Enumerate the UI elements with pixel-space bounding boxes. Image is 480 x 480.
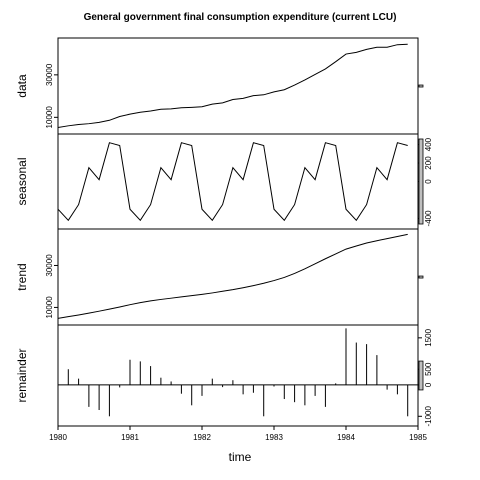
panel-trend: 10000 30000 trend bbox=[15, 228, 424, 326]
y-tick-label: 1500 bbox=[424, 328, 433, 346]
scale-bar bbox=[418, 84, 424, 88]
y-tick-label: 30000 bbox=[45, 254, 54, 277]
scale-bar bbox=[418, 360, 424, 391]
panels-group: 10000 30000 data -400 0 200 400 seasonal 10000 30… bbox=[15, 37, 433, 427]
panel-frame bbox=[57, 133, 419, 230]
x-tick-label: 1983 bbox=[265, 433, 283, 442]
y-tick-label: -400 bbox=[424, 210, 433, 227]
y-tick-label: -1000 bbox=[424, 406, 433, 427]
scale-bar bbox=[418, 138, 424, 225]
x-axis: 1980 1981 1982 1983 1984 1985 bbox=[49, 426, 427, 442]
x-tick-label: 1985 bbox=[409, 433, 427, 442]
y-tick-label: 0 bbox=[424, 382, 433, 387]
trend-series-line bbox=[57, 233, 408, 319]
x-axis-label: time bbox=[229, 450, 252, 464]
y-tick-label: 10000 bbox=[45, 106, 54, 129]
x-tick-label: 1982 bbox=[193, 433, 211, 442]
scale-bar bbox=[418, 275, 424, 279]
y-tick-label: 0 bbox=[424, 179, 433, 184]
panel-y-label: remainder bbox=[15, 348, 29, 402]
seasonal-series-line bbox=[57, 142, 408, 222]
y-tick-label: 500 bbox=[424, 362, 433, 376]
panel-frame bbox=[57, 324, 419, 427]
panel-y-label: data bbox=[15, 74, 29, 98]
y-tick-label: 200 bbox=[424, 156, 433, 170]
x-tick-label: 1984 bbox=[337, 433, 355, 442]
y-tick-label: 30000 bbox=[45, 63, 54, 86]
panel-data: 10000 30000 data bbox=[15, 37, 424, 135]
panel-y-label: trend bbox=[15, 263, 29, 290]
x-tick-label: 1980 bbox=[49, 433, 67, 442]
panel-y-label: seasonal bbox=[15, 157, 29, 205]
data-series-line bbox=[57, 43, 408, 129]
panel-seasonal: -400 0 200 400 seasonal bbox=[15, 133, 433, 230]
panel-remainder: -1000 0 500 1500 remainder bbox=[15, 324, 433, 427]
chart-title: General government final consumption exp… bbox=[84, 12, 397, 23]
y-tick-label: 400 bbox=[424, 137, 433, 151]
y-tick-label: 10000 bbox=[45, 296, 54, 319]
x-tick-label: 1981 bbox=[121, 433, 139, 442]
